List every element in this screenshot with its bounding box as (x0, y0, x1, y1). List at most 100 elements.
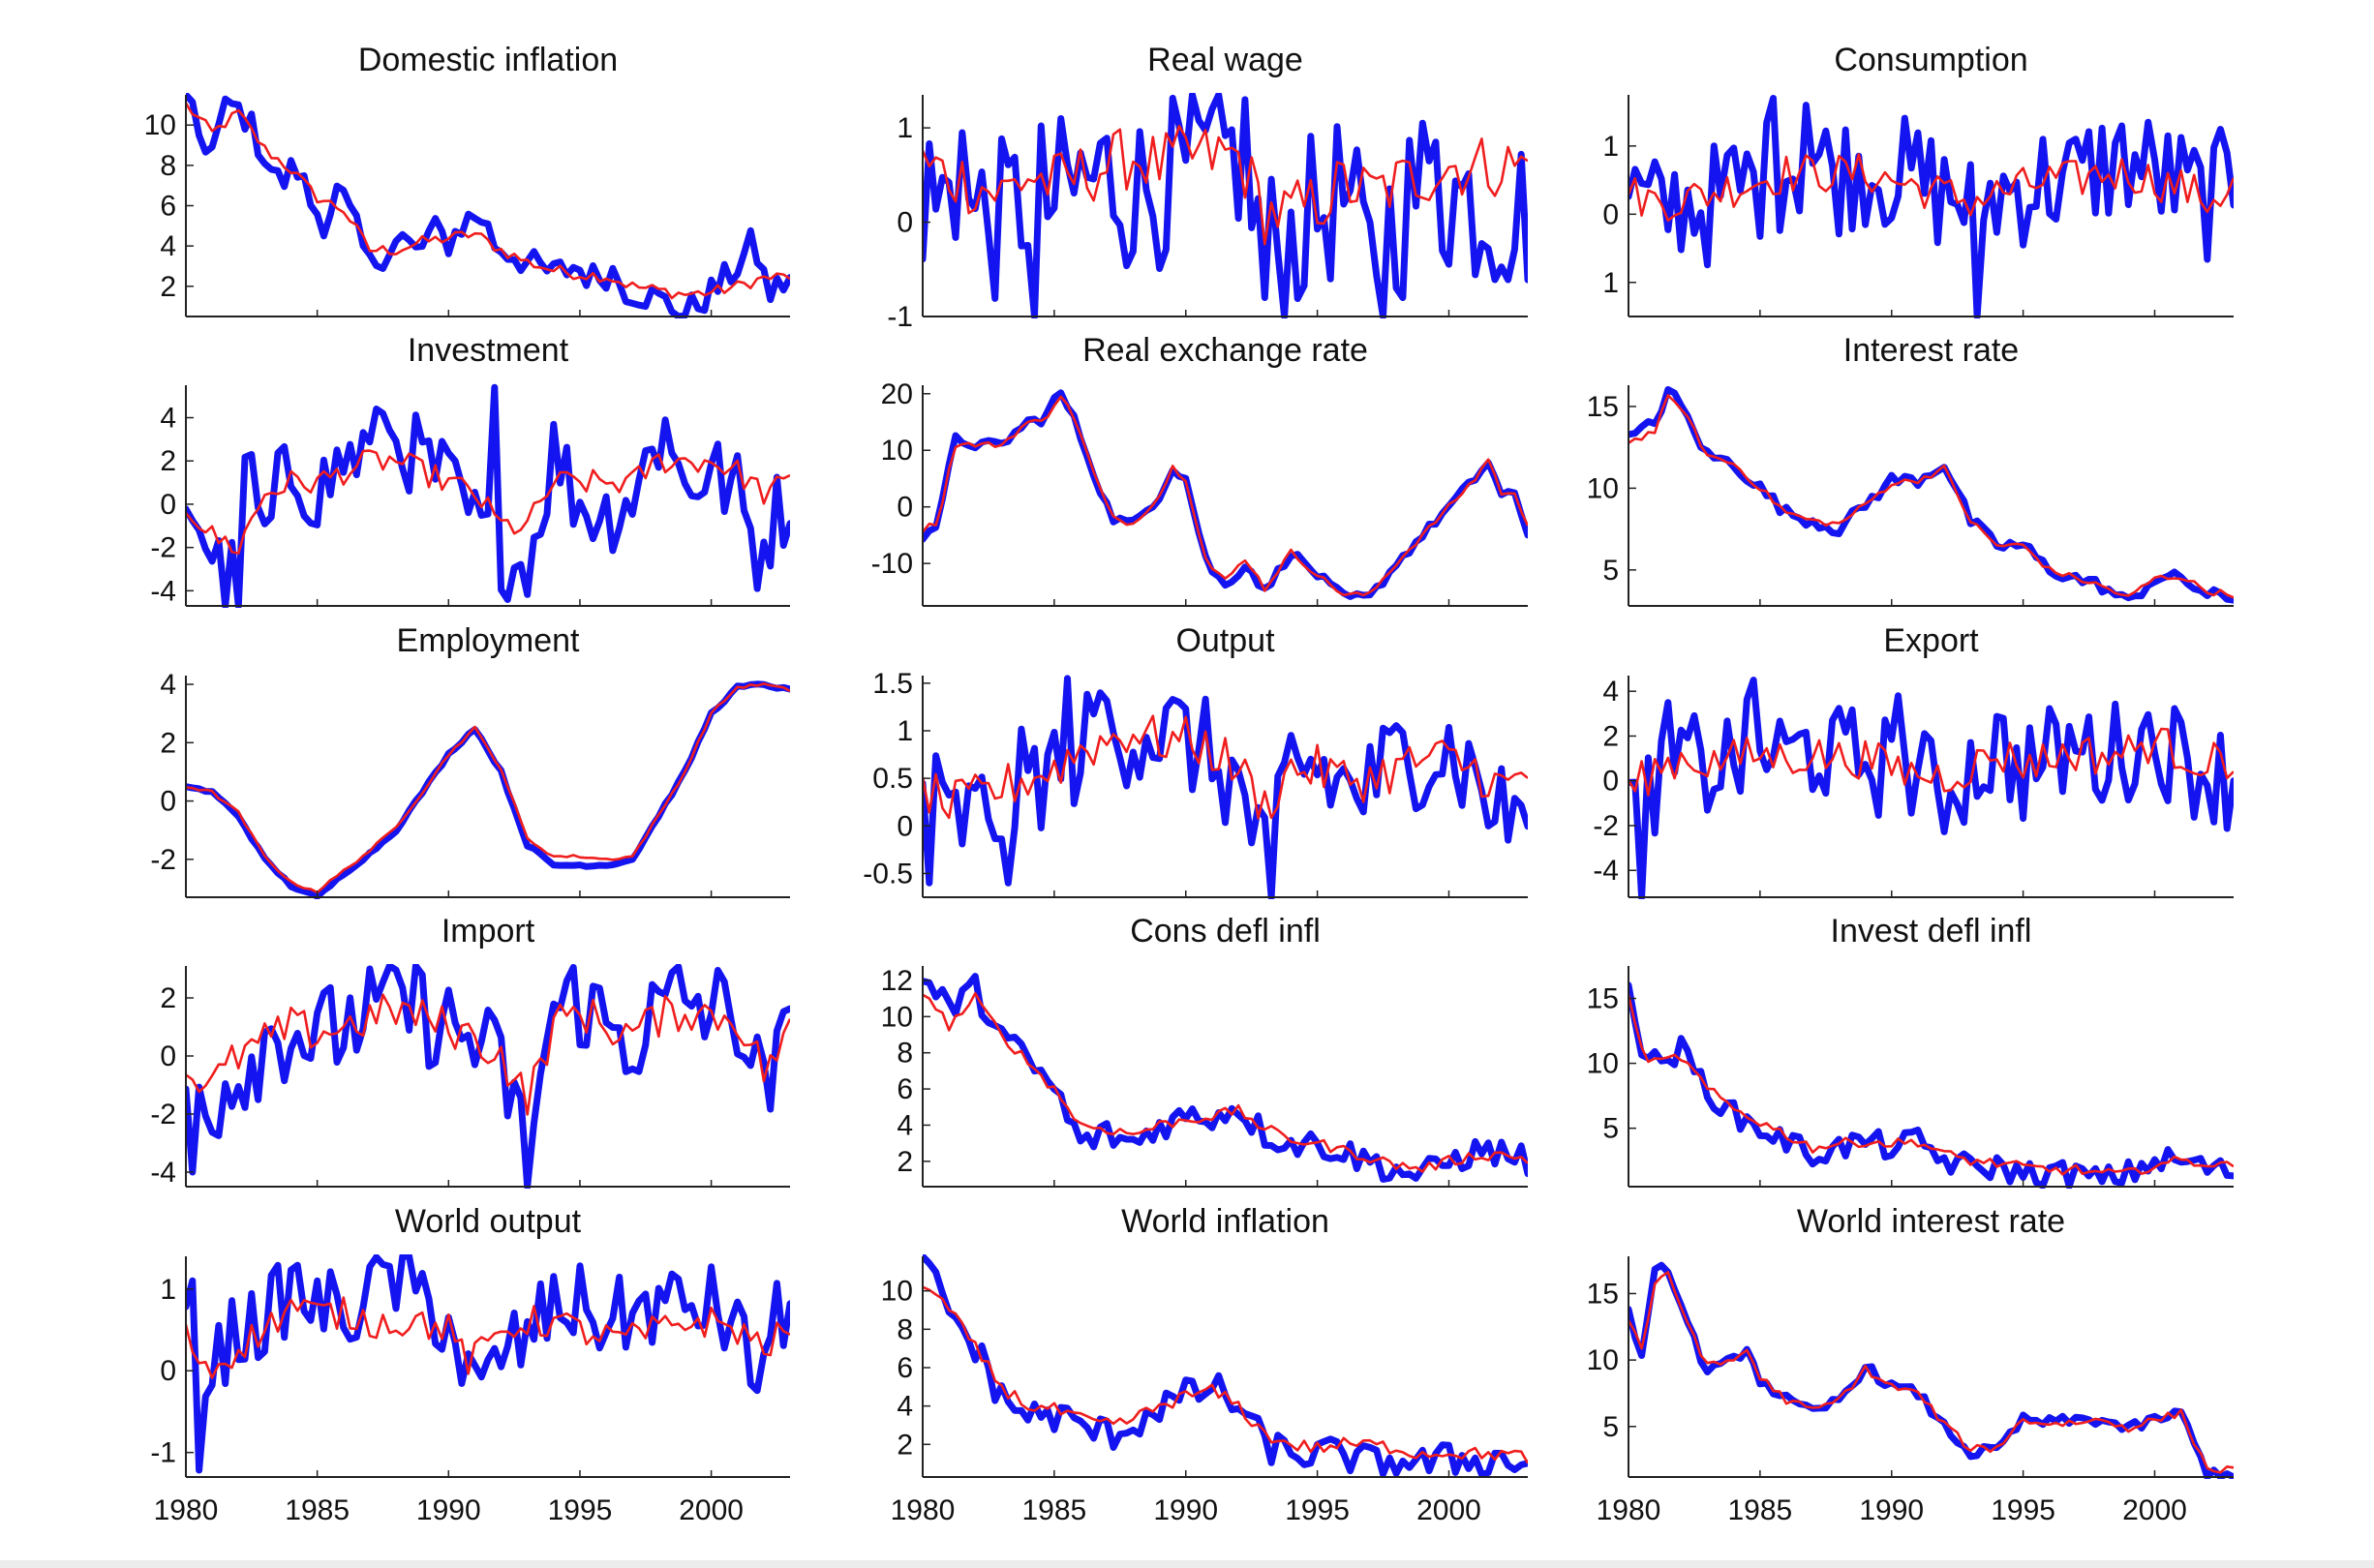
y-tick-label-export: 4 (1602, 676, 1619, 708)
y-tick-label-employment: -2 (150, 844, 176, 876)
y-tick-label-real-exchange-rate: 10 (881, 435, 913, 467)
panel-consumption: Consumption 1 0 1 (1602, 42, 2234, 318)
series-line-actual-employment (186, 680, 790, 899)
y-tick-label-import: -2 (150, 1099, 176, 1131)
series-line-fitted-export (1628, 727, 2234, 797)
x-tick-label-world-interest-rate: 1985 (1727, 1494, 1792, 1526)
panel-title-output: Output (1175, 622, 1275, 659)
x-tick-label-world-output: 1990 (416, 1494, 481, 1526)
panel-title-real-exchange-rate: Real exchange rate (1082, 332, 1368, 369)
y-tick-label-interest-rate: 5 (1602, 555, 1619, 587)
series-line-actual-invest-defl-infl (1628, 981, 2234, 1189)
y-tick-label-investment: 0 (160, 489, 176, 521)
y-tick-label-domestic-inflation: 6 (160, 191, 176, 223)
y-tick-label-world-interest-rate: 15 (1587, 1278, 1619, 1310)
x-tick-label-world-output: 1980 (154, 1494, 219, 1526)
panel-world-inflation: World inflation 2 4 6 8 10 1980 1985 1990 1995 200… (881, 1203, 1528, 1526)
series-line-actual-world-output (186, 1254, 790, 1474)
y-tick-label-interest-rate: 10 (1587, 472, 1619, 504)
series-line-actual-cons-defl-infl (923, 973, 1528, 1183)
y-tick-label-employment: 4 (160, 669, 176, 701)
panel-title-interest-rate: Interest rate (1843, 332, 2019, 369)
series-line-fitted-employment (186, 682, 790, 894)
x-tick-label-world-output: 1995 (548, 1494, 613, 1526)
y-tick-label-invest-defl-infl: 10 (1587, 1048, 1619, 1080)
y-tick-label-world-output: 1 (160, 1274, 176, 1306)
y-tick-label-world-interest-rate: 5 (1602, 1411, 1619, 1443)
series-line-actual-domestic-inflation (186, 93, 790, 318)
series-line-fitted-invest-defl-infl (1628, 994, 2234, 1176)
panel-title-domestic-inflation: Domestic inflation (358, 42, 618, 78)
panel-title-import: Import (441, 913, 535, 950)
series-line-actual-consumption (1628, 95, 2234, 318)
y-tick-label-real-wage: -1 (887, 301, 913, 333)
y-tick-label-cons-defl-infl: 6 (897, 1073, 913, 1105)
y-tick-label-employment: 0 (160, 786, 176, 818)
y-tick-label-invest-defl-infl: 5 (1602, 1113, 1619, 1145)
series-line-actual-real-exchange-rate (923, 389, 1528, 600)
y-tick-label-cons-defl-infl: 10 (881, 1001, 913, 1033)
panel-invest-defl-infl: Invest defl infl 5 10 15 (1587, 913, 2234, 1189)
y-tick-label-import: -4 (150, 1157, 176, 1189)
y-tick-label-export: -2 (1593, 810, 1619, 842)
bottom-strip (0, 1560, 2374, 1568)
panel-real-exchange-rate: Real exchange rate -10 0 10 20 (871, 332, 1528, 607)
y-tick-label-world-inflation: 8 (897, 1313, 913, 1345)
panel-title-employment: Employment (397, 622, 581, 659)
y-tick-label-export: 2 (1602, 720, 1619, 752)
y-tick-label-domestic-inflation: 2 (160, 271, 176, 303)
series-line-fitted-cons-defl-infl (923, 992, 1528, 1173)
y-tick-label-world-inflation: 2 (897, 1429, 913, 1461)
y-tick-label-investment: 2 (160, 445, 176, 477)
series-line-actual-output (923, 675, 1528, 899)
series-line-actual-investment (186, 383, 790, 608)
y-tick-label-output: 1 (897, 715, 913, 747)
y-tick-label-output: 0.5 (872, 763, 913, 795)
y-tick-label-real-exchange-rate: -10 (871, 548, 913, 580)
y-tick-label-import: 2 (160, 982, 176, 1014)
y-tick-label-export: -4 (1593, 855, 1619, 887)
y-tick-label-consumption: 1 (1602, 131, 1619, 163)
series-line-fitted-interest-rate (1628, 394, 2234, 599)
panel-real-wage: Real wage -1 0 1 (887, 42, 1528, 333)
y-tick-label-real-exchange-rate: 0 (897, 492, 913, 524)
y-tick-label-real-wage: 1 (897, 112, 913, 144)
y-tick-label-world-output: 0 (160, 1355, 176, 1387)
y-tick-label-output: 1.5 (872, 668, 913, 700)
y-tick-label-world-output: -1 (150, 1437, 176, 1469)
y-tick-label-cons-defl-infl: 8 (897, 1038, 913, 1070)
panel-domestic-inflation: Domestic inflation 2 4 6 8 10 (144, 42, 790, 318)
series-line-actual-export (1628, 677, 2234, 899)
x-tick-label-world-inflation: 1980 (891, 1494, 956, 1526)
series-line-fitted-real-wage (923, 125, 1528, 246)
panel-title-export: Export (1883, 622, 1979, 659)
series-line-actual-world-interest-rate (1628, 1261, 2234, 1479)
series-line-fitted-world-interest-rate (1628, 1271, 2234, 1474)
series-line-fitted-output (923, 714, 1528, 820)
y-tick-label-world-inflation: 4 (897, 1391, 913, 1423)
series-line-fitted-domestic-inflation (186, 102, 790, 300)
y-tick-label-real-wage: 0 (897, 207, 913, 239)
y-tick-label-cons-defl-infl: 4 (897, 1109, 913, 1141)
panel-world-interest-rate: World interest rate 5 10 15 1980 1985 1990 1995… (1587, 1203, 2234, 1526)
panel-title-invest-defl-infl: Invest defl infl (1831, 913, 2032, 950)
x-tick-label-world-inflation: 1985 (1021, 1494, 1086, 1526)
series-line-actual-interest-rate (1628, 386, 2234, 604)
y-tick-label-domestic-inflation: 10 (144, 109, 176, 141)
panel-title-world-inflation: World inflation (1121, 1203, 1329, 1240)
series-line-fitted-consumption (1628, 153, 2234, 223)
series-line-actual-import (186, 964, 790, 1189)
series-line-actual-real-wage (923, 93, 1528, 318)
y-tick-label-real-exchange-rate: 20 (881, 378, 913, 410)
y-tick-label-domestic-inflation: 8 (160, 150, 176, 182)
series-line-fitted-real-exchange-rate (923, 395, 1528, 597)
y-tick-label-interest-rate: 15 (1587, 391, 1619, 423)
y-tick-label-consumption: 0 (1602, 198, 1619, 230)
y-tick-label-invest-defl-infl: 15 (1587, 983, 1619, 1015)
series-line-fitted-investment (186, 449, 790, 555)
x-tick-label-world-inflation: 1990 (1153, 1494, 1218, 1526)
panel-export: Export -4 -2 0 2 4 (1593, 622, 2234, 899)
y-tick-label-export: 0 (1602, 766, 1619, 798)
y-tick-label-employment: 2 (160, 727, 176, 759)
